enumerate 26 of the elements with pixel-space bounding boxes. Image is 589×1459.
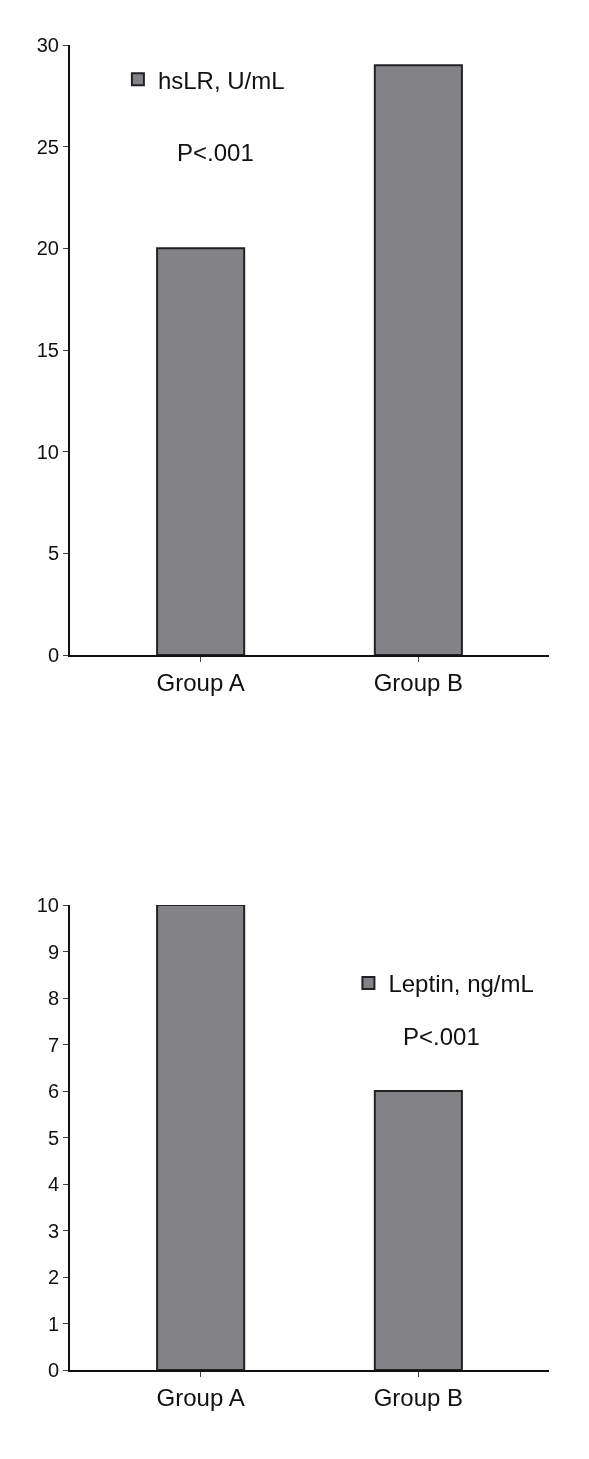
x-tick-label: Group B: [373, 668, 464, 696]
y-tick-label: 9: [47, 940, 59, 963]
y-tick-label: 15: [36, 339, 59, 361]
y-tick-label: 5: [47, 542, 59, 565]
y-tick-label: 7: [47, 1033, 59, 1056]
x-tick-label: Group A: [156, 668, 245, 696]
y-tick-label: 30: [36, 34, 59, 56]
y-tick-label: 2: [47, 1266, 59, 1288]
y-tick-label: 10: [36, 440, 59, 463]
y-tick-label: 6: [47, 1080, 59, 1102]
y-tick-label: 25: [36, 135, 59, 158]
y-tick-label: 20: [36, 237, 59, 260]
y-tick-label: 0: [47, 644, 59, 666]
y-tick-label: 10: [36, 894, 59, 916]
y-tick-label: 0: [47, 1359, 59, 1381]
annotation: P<.001: [177, 139, 254, 166]
y-tick-label: 8: [47, 987, 59, 1009]
annotation: P<.001: [403, 1023, 480, 1050]
x-tick-label: Group A: [156, 1383, 245, 1411]
x-tick-label: Group B: [373, 1383, 464, 1411]
y-tick-label: 1: [47, 1312, 59, 1335]
y-tick-label: 5: [47, 1126, 59, 1149]
legend-label: Leptin, ng/mL: [388, 970, 534, 998]
y-tick-label: 4: [47, 1173, 59, 1195]
legend-label: hsLR, U/mL: [157, 66, 285, 94]
y-tick-label: 3: [47, 1219, 59, 1242]
